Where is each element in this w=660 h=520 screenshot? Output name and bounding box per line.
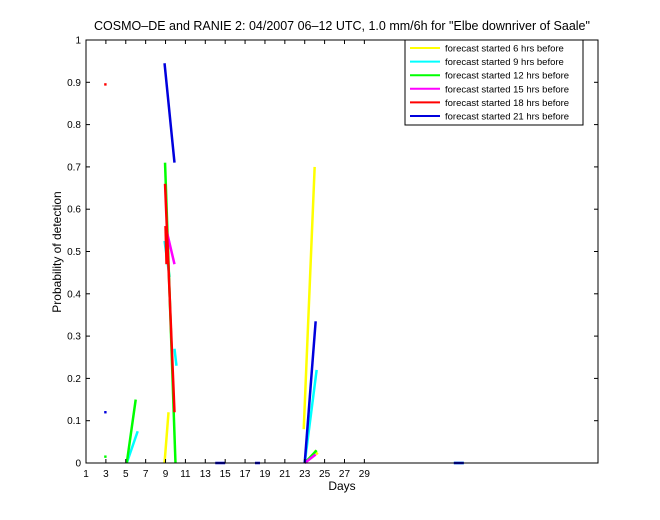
x-axis-label: Days: [328, 479, 355, 493]
legend-label: forecast started 9 hrs before: [445, 57, 564, 68]
y-tick-label: 0.6: [67, 205, 81, 216]
y-tick-label: 0.2: [67, 374, 81, 385]
x-tick-label: 25: [319, 469, 331, 480]
legend-label: forecast started 12 hrs before: [445, 71, 569, 82]
ticks-layer: 1 3 5 7 9 11 13 15 17 19 21 23 25 27 2900.10.20.30.40.…: [67, 36, 598, 480]
series-segment: [125, 399, 137, 464]
x-tick-label: 21: [279, 469, 291, 480]
series-segment: [303, 453, 317, 464]
chart-title: COSMO–DE and RANIE 2: 04/2007 06–12 UTC,…: [94, 19, 590, 33]
legend-label: forecast started 6 hrs before: [445, 44, 564, 55]
series-segment: [303, 321, 317, 464]
series-segment: [164, 226, 168, 265]
y-tick-label: 0.3: [67, 332, 81, 343]
x-tick-label: 3: [103, 469, 109, 480]
y-axis-label: Probability of detection: [50, 191, 64, 312]
y-tick-label: 1: [75, 36, 81, 47]
x-tick-label: 13: [200, 469, 212, 480]
legend-box: [404, 39, 584, 126]
y-tick-label: 0.8: [67, 120, 81, 131]
data-point: [104, 83, 107, 86]
series-layer: [104, 63, 464, 465]
x-tick-label: 27: [339, 469, 351, 480]
series-1: [163, 166, 319, 464]
data-point: [104, 411, 107, 414]
y-tick-label: 0: [75, 459, 81, 470]
series-segment: [302, 166, 316, 430]
series-segment: [163, 412, 170, 464]
y-tick-label: 0.7: [67, 162, 81, 173]
x-tick-label: 5: [123, 469, 129, 480]
plot-area: 1 3 5 7 9 11 13 15 17 19 21 23 25 27 2900.10.20.30.40.…: [67, 36, 599, 480]
series-segment: [173, 348, 178, 366]
y-tick-label: 0.1: [67, 416, 81, 427]
x-tick-label: 29: [359, 469, 371, 480]
x-tick-label: 15: [220, 469, 232, 480]
series-segment: [163, 183, 176, 413]
x-tick-label: 17: [240, 469, 252, 480]
x-tick-label: 19: [259, 469, 271, 480]
legend-label: forecast started 18 hrs before: [445, 98, 569, 109]
series-3: [104, 162, 318, 464]
y-tick-label: 0.5: [67, 247, 81, 258]
legend-label: forecast started 21 hrs before: [445, 112, 569, 123]
x-tick-label: 23: [299, 469, 311, 480]
x-tick-label: 1: [83, 469, 89, 480]
series-segment: [163, 63, 176, 163]
x-tick-label: 9: [163, 469, 169, 480]
legend-label: forecast started 15 hrs before: [445, 84, 569, 95]
legend: forecast started 6 hrs before forecast st…: [404, 39, 584, 126]
y-tick-label: 0.9: [67, 78, 81, 89]
x-tick-label: 11: [180, 469, 191, 480]
series-2: [125, 240, 464, 465]
x-tick-label: 7: [143, 469, 149, 480]
series-5: [104, 83, 176, 413]
data-point: [104, 455, 107, 458]
y-tick-label: 0.4: [67, 289, 81, 300]
series-4: [164, 225, 317, 464]
